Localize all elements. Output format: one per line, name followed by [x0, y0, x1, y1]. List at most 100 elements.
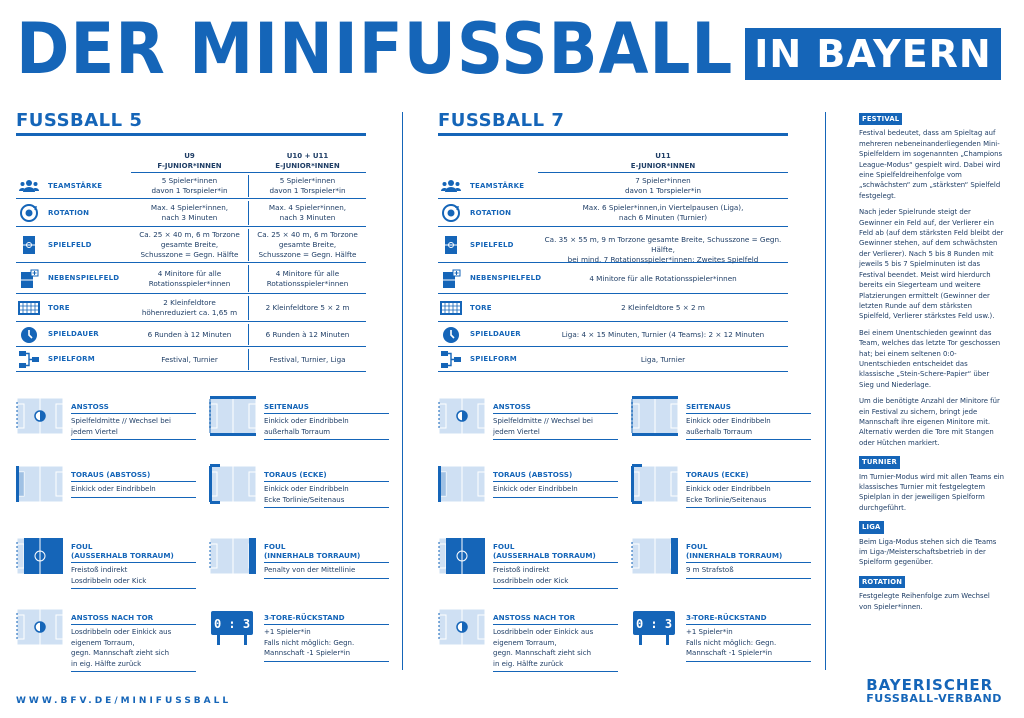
goal-icon — [440, 298, 462, 318]
sidebar-tag: TURNIER — [859, 456, 900, 469]
rule-title: TORAUS (ECKE) — [686, 470, 749, 479]
rule-description: Spielfeldmitte // Wechsel bei jedem Viert… — [493, 416, 618, 437]
rule-card: TORAUS (ABSTOSS) Einkick oder Eindribbeln — [16, 462, 196, 520]
row-value-line: davon 1 Torspieler*in — [624, 186, 702, 195]
bracket-icon — [18, 350, 40, 370]
rule-description-line: Losdribbeln oder Einkick aus — [493, 628, 594, 636]
rule-description-line: in eig. Hälfte zurück — [493, 659, 564, 668]
rule-description-line: jedem Viertel — [493, 427, 540, 436]
rule-description-line: Penalty von der Mittellinie — [264, 566, 356, 574]
table-row: NEBENSPIELFELD 4 Minitore für alle Rotatio… — [16, 263, 366, 294]
row-value-line: 4 Minitore für alle Rotationsspieler*inn… — [589, 273, 737, 283]
row-value-line: Liga, Turnier — [640, 354, 686, 364]
row-value: Ca. 25 × 40 m, 6 m Torzone gesamte Breite… — [131, 230, 248, 260]
rule-title-line: TORAUS (ECKE) — [686, 470, 749, 479]
rule-divider — [493, 439, 618, 440]
table-row: TEAMSTÄRKE 7 Spieler*innen davon 1 Torspie… — [438, 173, 788, 199]
rule-divider — [493, 562, 618, 563]
table-row: SPIELFORM Festival, Turnier Festival, Turn… — [16, 347, 366, 372]
rule-description: Penalty von der Mittellinie — [264, 565, 389, 576]
bfv-logo: BAYERISCHER FUSSBALL-VERBAND — [866, 678, 1002, 706]
row-value-line: 6 Runden à 12 Minuten — [265, 329, 350, 339]
rule-title: SEITENAUS — [264, 402, 309, 411]
rule-description-line: Freistoß indirekt — [493, 566, 550, 574]
rule-description-line: Falls nicht möglich: Gegn. — [264, 638, 355, 647]
rule-title-line: FOUL — [686, 542, 708, 551]
pitch-diagram-icon — [16, 534, 66, 578]
rotation-icon — [440, 203, 462, 223]
rule-description: Freistoß indirekt Losdribbeln oder Kick — [71, 565, 196, 586]
pitch-diagram-icon — [209, 462, 259, 506]
team-icon — [440, 176, 462, 196]
footer-url-link[interactable]: WWW.BFV.DE/MINIFUSSBALL — [16, 696, 232, 706]
rule-divider — [264, 660, 389, 662]
table-row: ROTATION Max. 4 Spieler*innen, nach 3 Minu… — [16, 199, 366, 227]
fussball5-table: U9 F-JUNIOR*INNEN U10 + U11 E-JUNIOR*INNEN T… — [16, 151, 366, 373]
row-value-line: Schusszone = Gegn. Hälfte — [258, 250, 357, 259]
pitch-diagram-icon — [631, 534, 681, 578]
row-value-line: 2 Kleinfeldtore 5 × 2 m — [265, 303, 350, 312]
rule-title-line: ANSTOSS NACH TOR — [493, 613, 576, 622]
row-value-line: 2 Kleinfeldtore 5 × 2 m — [621, 303, 705, 312]
rule-card: ANSTOSS NACH TOR Losdribbeln oder Einkick… — [16, 605, 196, 672]
rule-description-line: Mannschaft -1 Spieler*in — [686, 649, 773, 657]
col-head-line: E-JUNIOR*INNEN — [275, 162, 340, 170]
rule-description-line: Einkick oder Eindribbeln — [264, 417, 349, 425]
rule-card: SEITENAUS Einkick oder Eindribbeln außerha… — [209, 394, 389, 452]
rule-divider — [493, 496, 618, 498]
section-title-fussball5: FUSSBALL 5 — [16, 110, 143, 131]
row-label: TORE — [470, 303, 492, 312]
table-row: SPIELDAUER 6 Runden à 12 Minuten 6 Runden … — [16, 322, 366, 347]
rule-divider — [264, 413, 389, 414]
field-icon — [440, 235, 462, 255]
sidebar-paragraph: Um die benötigte Anzahl der Minitore für… — [859, 397, 1000, 447]
svg-text:0 : 3: 0 : 3 — [636, 617, 672, 631]
side-field-icon — [440, 269, 462, 289]
rule-description-line: +1 Spieler*in — [264, 628, 311, 636]
sidebar-block: ROTATION Festgelegte Reihenfolge zum Wech… — [859, 575, 1004, 612]
rule-description: Losdribbeln oder Einkick aus eigenem Torr… — [71, 627, 196, 669]
rule-title: SEITENAUS — [686, 402, 731, 411]
row-value-line: 4 Minitore für alle — [275, 268, 340, 278]
rule-title-line: FOUL — [71, 542, 93, 551]
rule-title: TORAUS (ABSTOSS) — [71, 470, 150, 479]
rule-description-line: Einkick oder Eindribbeln — [71, 485, 156, 493]
rule-description: +1 Spieler*in Falls nicht möglich: Gegn. M… — [264, 627, 389, 659]
rule-description-line: Ecke Torlinie/Seitenaus — [686, 495, 767, 504]
rule-card: TORAUS (ABSTOSS) Einkick oder Eindribbeln — [438, 462, 618, 520]
rule-divider — [71, 588, 196, 589]
page-title: DER MINIFUSSBALL — [16, 8, 734, 90]
table-row: TORE 2 Kleinfeldtore höhenreduziert ca. 1,… — [16, 294, 366, 322]
row-value: 2 Kleinfeldtore 5 × 2 m — [249, 303, 366, 313]
row-value: Max. 4 Spieler*innen, nach 3 Minuten — [249, 203, 366, 223]
rule-card: FOUL (AUSSERHALB TORRAUM) Freistoß indirek… — [438, 534, 618, 592]
rule-card: TORAUS (ECKE) Einkick oder Eindribbeln Eck… — [631, 462, 811, 520]
sidebar-tag: FESTIVAL — [859, 113, 903, 126]
row-value: Ca. 25 × 40 m, 6 m Torzone gesamte Breite… — [249, 230, 366, 260]
col-head-u9: U9 F-JUNIOR*INNEN — [131, 151, 248, 171]
rule-card: FOUL (AUSSERHALB TORRAUM) Freistoß indirek… — [16, 534, 196, 592]
rule-divider — [71, 496, 196, 498]
row-label: SPIELFORM — [48, 355, 95, 363]
rule-title-line: (AUSSERHALB TORRAUM) — [71, 551, 174, 560]
row-label: SPIELFORM — [470, 355, 517, 363]
col-head-u10: U10 + U11 E-JUNIOR*INNEN — [249, 151, 366, 171]
row-label: NEBENSPIELFELD — [470, 274, 542, 282]
rule-divider — [264, 562, 389, 563]
rule-title: FOUL (AUSSERHALB TORRAUM) — [71, 542, 174, 560]
rule-card: ANSTOSS NACH TOR Losdribbeln oder Einkick… — [438, 605, 618, 672]
row-value-line: Rotationsspieler*innen — [266, 278, 349, 288]
rule-description-line: Mannschaft -1 Spieler*in — [264, 649, 351, 657]
rule-description-line: Spielfeldmitte // Wechsel bei — [71, 417, 171, 425]
rule-description-line: eigenem Torraum, — [493, 638, 557, 647]
row-value: 4 Minitore für alle Rotationsspieler*inne… — [249, 269, 366, 289]
row-value: 6 Runden à 12 Minuten — [131, 330, 248, 340]
rule-description-line: in eig. Hälfte zurück — [71, 659, 142, 668]
rule-description-line: Freistoß indirekt — [71, 566, 128, 574]
side-field-icon — [18, 269, 40, 289]
section-title-fussball7: FUSSBALL 7 — [438, 110, 565, 131]
rule-description: Spielfeldmitte // Wechsel bei jedem Viert… — [71, 416, 196, 437]
row-value-line: nach 3 Minuten — [161, 213, 218, 222]
section-underline — [438, 133, 788, 136]
rule-description-line: Falls nicht möglich: Gegn. — [686, 638, 777, 647]
